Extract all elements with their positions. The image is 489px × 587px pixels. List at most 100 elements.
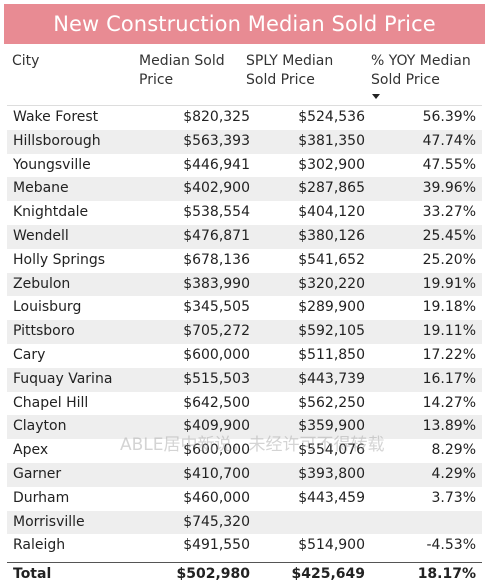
row-yoy: 47.55% — [422, 156, 476, 173]
row-sply: $443,459 — [298, 489, 365, 506]
table-row[interactable]: Holly Springs $678,136 $541,652 25.20% — [7, 249, 482, 273]
row-sply: $541,652 — [298, 251, 365, 268]
table-row[interactable]: Cary $600,000 $511,850 17.22% — [7, 344, 482, 368]
table-row[interactable]: Louisburg $345,505 $289,900 19.18% — [7, 296, 482, 320]
table-body: Wake Forest $820,325 $524,536 56.39% Hillsbo… — [7, 106, 482, 558]
row-median: $745,320 — [183, 513, 250, 530]
row-yoy: 33.27% — [422, 204, 476, 221]
row-yoy: 25.45% — [422, 227, 476, 244]
row-median: $409,900 — [183, 418, 250, 435]
row-city: Garner — [13, 465, 62, 482]
row-yoy: 3.73% — [431, 489, 476, 506]
row-median: $345,505 — [183, 299, 250, 316]
table-row[interactable]: Pittsboro $705,272 $592,105 19.11% — [7, 320, 482, 344]
row-sply: $443,739 — [298, 370, 365, 387]
row-yoy: 4.29% — [431, 465, 476, 482]
row-city: Pittsboro — [13, 323, 75, 340]
table-row[interactable]: Clayton $409,900 $359,900 13.89% — [7, 415, 482, 440]
table-row[interactable]: Apex $600,000 $554,076 8.29% — [7, 439, 482, 463]
row-median: $538,554 — [183, 204, 250, 221]
row-median: $410,700 — [183, 465, 250, 482]
row-sply: $514,900 — [298, 537, 365, 554]
row-city: Knightdale — [13, 204, 89, 221]
row-yoy: 56.39% — [422, 109, 476, 125]
row-sply: $562,250 — [298, 394, 365, 411]
row-city: Holly Springs — [13, 251, 106, 268]
table-title-bar: New Construction Median Sold Price — [4, 4, 485, 44]
row-sply: $524,536 — [298, 109, 365, 125]
total-median: $502,980 — [176, 566, 250, 582]
row-sply: $554,076 — [298, 442, 365, 459]
table-row[interactable]: Morrisville $745,320 — [7, 510, 482, 535]
row-city: Morrisville — [13, 513, 85, 530]
table-header: City Median Sold Price SPLY Median Sold Pr… — [0, 52, 489, 104]
total-yoy: 18.17% — [417, 566, 476, 582]
row-yoy: 17.22% — [422, 346, 476, 363]
row-median: $642,500 — [183, 394, 250, 411]
row-city: Hillsborough — [13, 132, 101, 149]
row-median: $402,900 — [183, 180, 250, 197]
total-sply: $425,649 — [291, 566, 365, 582]
header-yoy-median-sold-price[interactable]: % YOY Median Sold Price — [371, 53, 471, 88]
row-city: Louisburg — [13, 299, 82, 316]
row-median: $600,000 — [183, 346, 250, 363]
table-title: New Construction Median Sold Price — [53, 12, 436, 36]
row-city: Wake Forest — [13, 109, 99, 125]
watermark: ABLE居中新说，未经许可不得转载 — [120, 435, 385, 455]
row-sply: $359,900 — [298, 418, 365, 435]
table-row[interactable]: Youngsville $446,941 $302,900 47.55% — [7, 154, 482, 178]
row-yoy: 47.74% — [422, 132, 476, 149]
row-median: $678,136 — [183, 251, 250, 268]
row-median: $515,503 — [183, 370, 250, 387]
row-sply: $289,900 — [298, 299, 365, 316]
row-yoy: 13.89% — [422, 418, 476, 435]
row-yoy: 19.11% — [422, 323, 476, 340]
row-yoy: 8.29% — [431, 442, 476, 459]
row-sply: $592,105 — [298, 323, 365, 340]
table-row[interactable]: Mebane $402,900 $287,865 39.96% — [7, 177, 482, 202]
row-sply: $287,865 — [298, 180, 365, 197]
header-median-sold-price[interactable]: Median Sold Price — [139, 53, 225, 88]
table-row[interactable]: Chapel Hill $642,500 $562,250 14.27% — [7, 392, 482, 416]
row-median: $476,871 — [183, 227, 250, 244]
row-sply: $393,800 — [298, 465, 365, 482]
row-sply: $404,120 — [298, 204, 365, 221]
row-city: Raleigh — [13, 537, 66, 554]
row-median: $460,000 — [183, 489, 250, 506]
row-median: $820,325 — [183, 109, 250, 125]
sort-descending-icon[interactable] — [372, 94, 380, 99]
table-row[interactable]: Durham $460,000 $443,459 3.73% — [7, 487, 482, 511]
table-row[interactable]: Garner $410,700 $393,800 4.29% — [7, 462, 482, 487]
row-median: $600,000 — [183, 442, 250, 459]
row-sply: $511,850 — [298, 346, 365, 363]
table-row[interactable]: Fuquay Varina $515,503 $443,739 16.17% — [7, 367, 482, 392]
row-city: Youngsville — [13, 156, 91, 173]
row-sply: $320,220 — [298, 275, 365, 292]
row-yoy: 25.20% — [422, 251, 476, 268]
row-city: Wendell — [13, 227, 69, 244]
table-row[interactable]: Hillsborough $563,393 $381,350 47.74% — [7, 129, 482, 154]
header-city[interactable]: City — [12, 53, 40, 69]
row-yoy: 19.18% — [422, 299, 476, 316]
row-sply: $381,350 — [298, 132, 365, 149]
row-sply: $302,900 — [298, 156, 365, 173]
row-yoy: 19.91% — [422, 275, 476, 292]
row-city: Mebane — [13, 180, 69, 197]
table-row[interactable]: Knightdale $538,554 $404,120 33.27% — [7, 201, 482, 225]
table-row[interactable]: Zebulon $383,990 $320,220 19.91% — [7, 272, 482, 297]
total-label: Total — [13, 566, 52, 582]
row-city: Clayton — [13, 418, 67, 435]
table-row[interactable]: Wake Forest $820,325 $524,536 56.39% — [7, 106, 482, 130]
table-row[interactable]: Wendell $476,871 $380,126 25.45% — [7, 224, 482, 249]
row-yoy: 16.17% — [422, 370, 476, 387]
header-sply-median-sold-price[interactable]: SPLY Median Sold Price — [246, 53, 334, 88]
row-yoy: 39.96% — [422, 180, 476, 197]
row-median: $446,941 — [183, 156, 250, 173]
row-median: $563,393 — [183, 132, 250, 149]
row-yoy: 14.27% — [422, 394, 476, 411]
row-city: Durham — [13, 489, 70, 506]
row-city: Zebulon — [13, 275, 71, 292]
total-divider — [7, 562, 482, 563]
row-median: $705,272 — [183, 323, 250, 340]
table-row[interactable]: Raleigh $491,550 $514,900 -4.53% — [7, 534, 482, 558]
